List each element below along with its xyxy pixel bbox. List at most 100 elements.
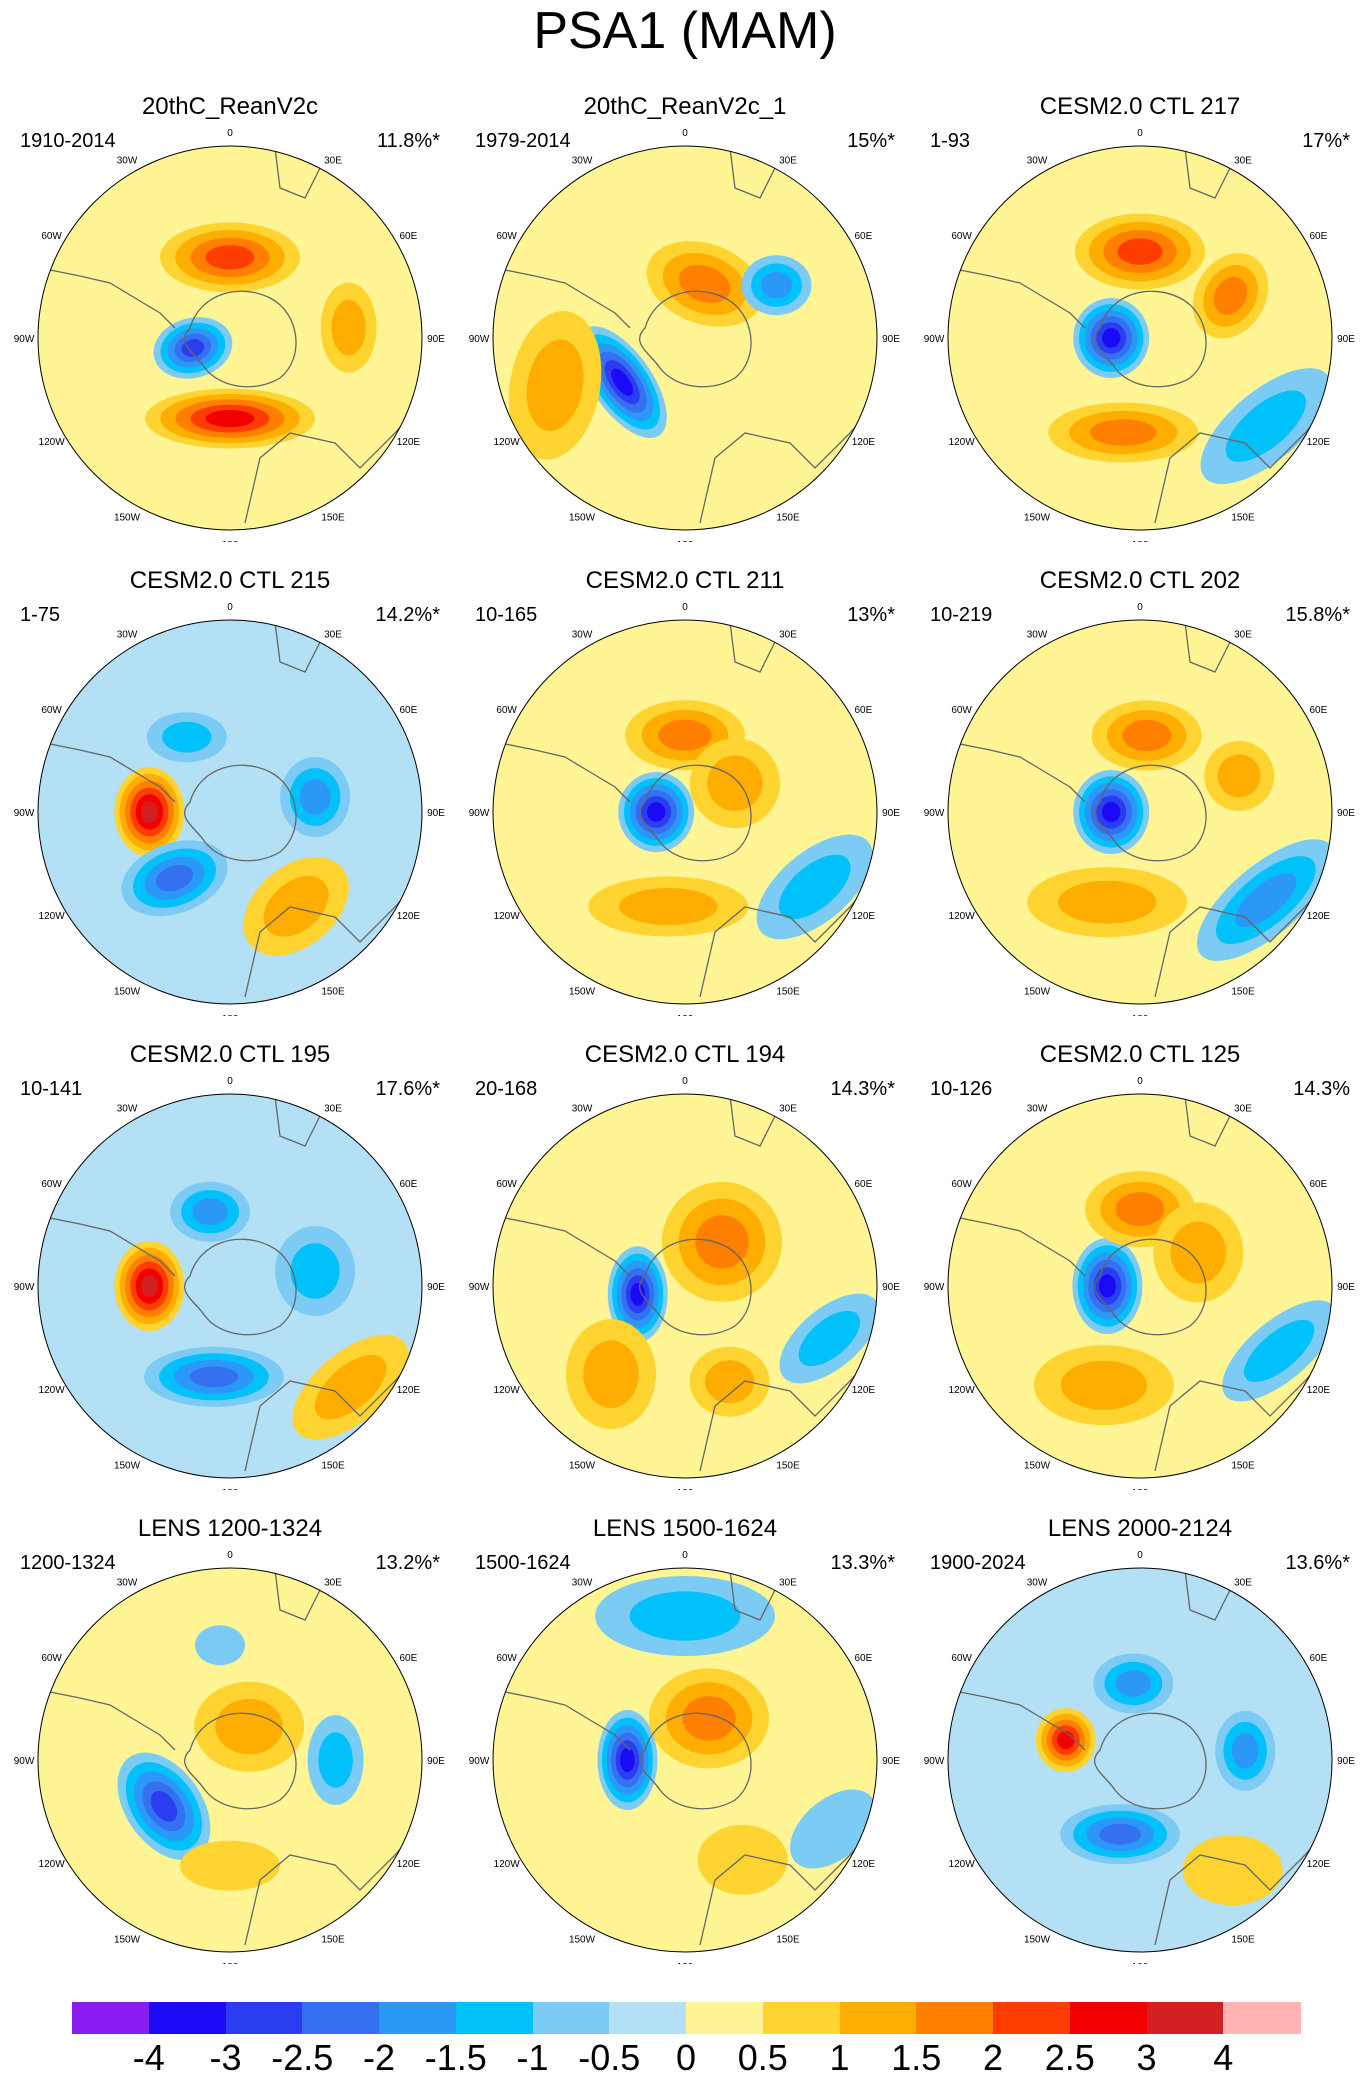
- longitude-label: 90E: [1337, 808, 1355, 819]
- panel-variance: 14.3%*: [830, 1078, 896, 1100]
- australia-outline: [244, 1819, 422, 1946]
- contour-fill: [1117, 238, 1163, 265]
- longitude-label: 150W: [1024, 1460, 1051, 1471]
- longitude-label: 90W: [924, 334, 945, 345]
- map-border: [947, 619, 1333, 1005]
- colorbar-label: 2: [982, 2037, 1004, 2078]
- longitude-label: 150W: [569, 512, 596, 523]
- panel-title: 20thC_ReanV2c: [141, 93, 319, 120]
- map-panel: LENS 2000-2124 1900-2024 13.6%* 0 30E 60E 90E 1…: [920, 1514, 1360, 1964]
- contour-fill: [778, 854, 851, 920]
- longitude-label: 90W: [14, 1756, 35, 1767]
- colorbar-label: -1.5: [424, 2037, 487, 2078]
- south-america-outline: [39, 1215, 176, 1277]
- contour-fill: [798, 1310, 860, 1367]
- map-background: [493, 146, 877, 530]
- longitude-label: 30W: [1027, 1578, 1048, 1589]
- longitude-label: 150E: [321, 512, 345, 523]
- contour-fill: [629, 1591, 741, 1641]
- panel-title: CESM2.0 CTL 217: [1039, 93, 1241, 120]
- contour-fill: [331, 299, 366, 356]
- antarctica-outline: [1093, 1712, 1207, 1810]
- colorbar-swatch: [1223, 2002, 1301, 2034]
- longitude-label: 60E: [1310, 1179, 1328, 1190]
- longitude-label: 30E: [779, 156, 797, 167]
- colorbar-swatch: [148, 2002, 226, 2034]
- africa-outline: [274, 1095, 321, 1147]
- contour-fill: [658, 719, 712, 751]
- longitude-label: 60W: [41, 1179, 62, 1190]
- longitude-label: 60E: [855, 231, 873, 242]
- contour-fill: [1102, 801, 1121, 823]
- contour-fill: [705, 1360, 755, 1404]
- contour-fill: [1057, 1731, 1075, 1750]
- map-border: [947, 1093, 1333, 1479]
- longitude-label: 120E: [397, 437, 421, 448]
- longitude-label: 60E: [400, 1653, 418, 1664]
- longitude-label: 0: [227, 602, 233, 613]
- longitude-label: 60W: [41, 1653, 62, 1664]
- africa-outline: [274, 147, 321, 199]
- longitude-label: 30E: [1234, 630, 1252, 641]
- antarctica-outline: [1093, 764, 1207, 862]
- longitude-label: 90W: [469, 1756, 490, 1767]
- colorbar-swatch: [916, 2002, 994, 2034]
- longitude-label: 150E: [321, 1460, 345, 1471]
- longitude-label: 90E: [1337, 1756, 1355, 1767]
- longitude-label: 150W: [114, 1934, 141, 1945]
- colorbar-swatch: [1146, 2002, 1224, 2034]
- longitude-label: 60E: [400, 1179, 418, 1190]
- longitude-label: 180: [1132, 1488, 1149, 1490]
- panel-title: CESM2.0 CTL 202: [1039, 567, 1241, 594]
- map-border: [492, 1567, 878, 1953]
- longitude-label: 150E: [1231, 512, 1255, 523]
- contour-fill: [1213, 276, 1248, 315]
- longitude-label: 150W: [114, 1460, 141, 1471]
- longitude-label: 90E: [882, 1756, 900, 1767]
- longitude-label: 150E: [776, 1460, 800, 1471]
- longitude-label: 0: [682, 1550, 688, 1561]
- longitude-label: 30W: [117, 156, 138, 167]
- longitude-label: 30W: [1027, 1104, 1048, 1115]
- africa-outline: [729, 621, 776, 673]
- south-america-outline: [949, 1689, 1086, 1751]
- longitude-label: 150W: [114, 986, 141, 997]
- longitude-label: 180: [677, 1014, 694, 1016]
- contour-fill: [140, 801, 158, 823]
- contour-fill: [156, 865, 193, 892]
- longitude-label: 180: [677, 540, 694, 542]
- south-america-outline: [494, 1215, 631, 1277]
- australia-outline: [699, 1819, 877, 1946]
- panel-period: 10-126: [930, 1078, 993, 1100]
- longitude-label: 150W: [569, 986, 596, 997]
- contour-fill: [189, 1366, 239, 1388]
- longitude-label: 90E: [427, 808, 445, 819]
- map-border: [37, 1567, 423, 1953]
- longitude-label: 30W: [572, 156, 593, 167]
- colorbar-swatch: [455, 2002, 533, 2034]
- colorbar-swatch: [1069, 2002, 1147, 2034]
- colorbar-label: 4: [1213, 2037, 1234, 2078]
- antarctica-outline: [183, 1712, 297, 1810]
- map-border: [492, 1093, 878, 1479]
- contour-fill: [150, 1790, 178, 1822]
- colorbar-label: 0.5: [737, 2037, 788, 2078]
- australia-outline: [1154, 1345, 1332, 1472]
- colorbar-swatch: [993, 2002, 1071, 2034]
- contour-fill: [290, 1243, 340, 1299]
- panel-variance: 13.3%*: [830, 1552, 896, 1574]
- contour-fill: [1217, 754, 1261, 798]
- longitude-label: 60W: [41, 705, 62, 716]
- contour-fill: [1231, 1733, 1259, 1769]
- longitude-label: 90E: [427, 334, 445, 345]
- longitude-label: 90E: [1337, 334, 1355, 345]
- south-america-outline: [949, 741, 1086, 803]
- contour-fill: [181, 339, 205, 357]
- longitude-label: 150W: [1024, 1934, 1051, 1945]
- longitude-label: 120E: [397, 1859, 421, 1870]
- longitude-label: 30E: [324, 1578, 342, 1589]
- panel-variance: 14.3%: [1293, 1078, 1350, 1100]
- longitude-label: 90E: [427, 1282, 445, 1293]
- contour-fill: [1099, 1823, 1141, 1845]
